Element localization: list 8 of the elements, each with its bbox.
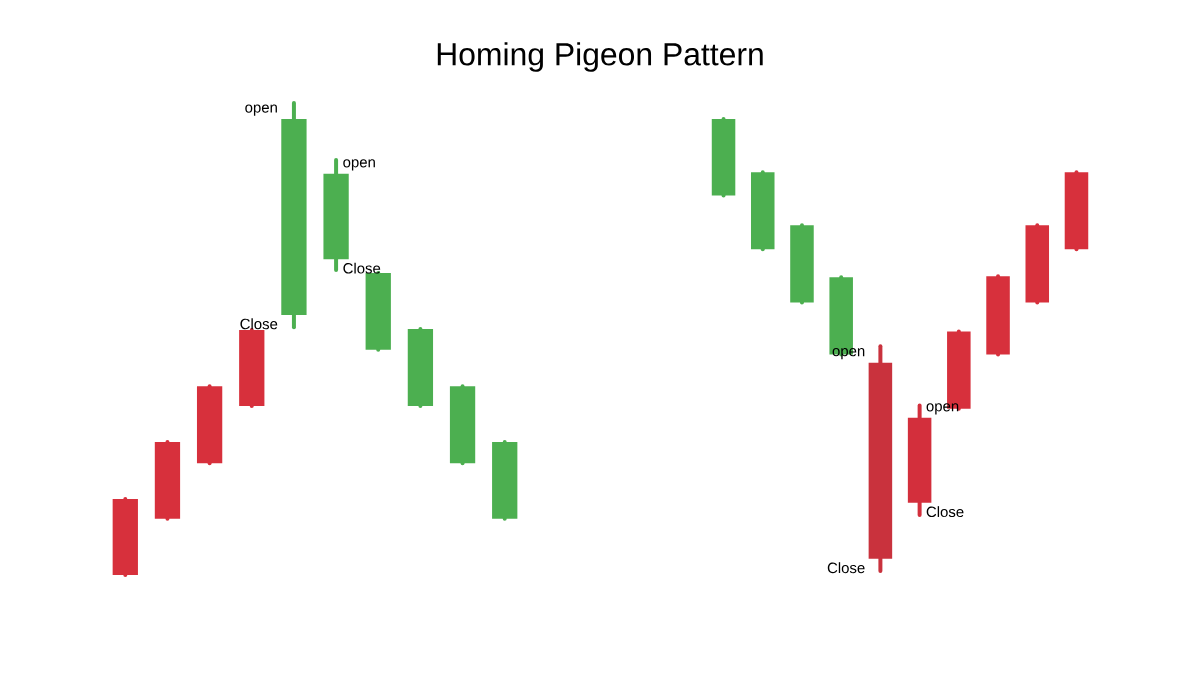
annotation: Close bbox=[343, 262, 381, 274]
annotation: open bbox=[343, 159, 375, 171]
annotation: Close bbox=[240, 318, 278, 330]
text: Homing Pigeon Pattern bbox=[437, 42, 763, 72]
annotation: Close bbox=[827, 562, 865, 574]
annotation: open bbox=[926, 403, 959, 415]
annotation: Close bbox=[926, 506, 964, 518]
annotation: open bbox=[245, 104, 277, 116]
